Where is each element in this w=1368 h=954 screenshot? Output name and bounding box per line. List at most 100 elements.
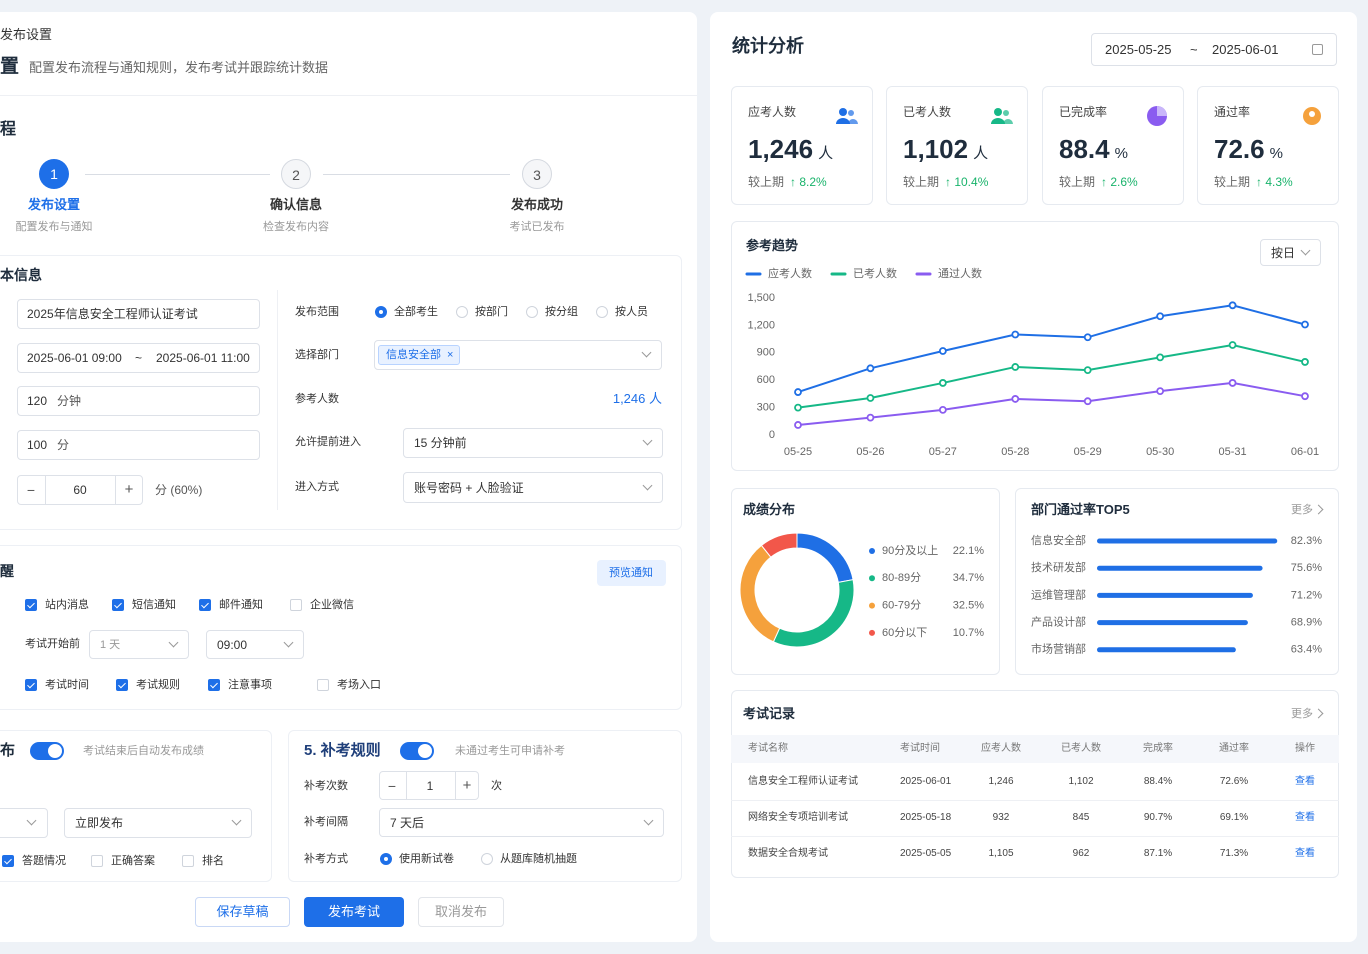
page-title: 置 [0, 56, 20, 77]
table-cell: 932 [992, 812, 1010, 823]
checkbox[interactable] [25, 679, 37, 691]
check-mark [114, 600, 122, 608]
more-link[interactable]: 更多 [1291, 708, 1313, 720]
stepper-plus[interactable]: + [462, 777, 472, 794]
radio[interactable] [456, 306, 468, 318]
table-cell: 845 [1072, 812, 1090, 823]
step-connector [323, 174, 510, 175]
table-action[interactable]: 查看 [1295, 848, 1315, 859]
input-unit: 分 [57, 438, 70, 452]
select-value: 1 天 [100, 638, 121, 651]
button-label[interactable]: 取消发布 [434, 904, 487, 919]
select[interactable] [0, 808, 48, 838]
checkbox-label: 排名 [202, 855, 224, 867]
preview-button[interactable] [597, 560, 666, 586]
date-end: 2025-06-01 [1212, 42, 1279, 57]
checkbox[interactable] [116, 679, 128, 691]
checkbox-label: 考试规则 [136, 679, 180, 691]
input[interactable] [379, 771, 479, 800]
table-cell: 网络安全专项培训考试 [748, 812, 848, 823]
checkbox[interactable] [199, 599, 211, 611]
checkbox-label: 邮件通知 [219, 599, 263, 611]
radio-label: 全部考生 [394, 306, 438, 318]
stepper-value: 60 [73, 483, 87, 497]
select-value: 立即发布 [75, 816, 124, 830]
step-connector [85, 174, 270, 175]
checkbox[interactable] [2, 855, 14, 867]
toggle[interactable] [400, 742, 434, 760]
table-cell: 87.1% [1143, 848, 1173, 859]
dept-tag [378, 345, 460, 365]
step-label: 发布成功 [510, 197, 563, 212]
input-value: 120 [27, 394, 48, 408]
table-header-cell: 考试名称 [748, 743, 788, 754]
checkbox-label: 短信通知 [132, 599, 176, 611]
more-link[interactable]: 更多 [1291, 504, 1313, 516]
table-action[interactable]: 查看 [1295, 812, 1315, 823]
radio[interactable] [526, 306, 538, 318]
input[interactable] [17, 430, 260, 460]
participant-count: 1,246 人 [612, 391, 662, 406]
table-header-cell: 已考人数 [1061, 743, 1101, 754]
kpi-compare: 较上期 [1059, 175, 1096, 189]
checkbox[interactable] [25, 599, 37, 611]
table-action[interactable]: 查看 [1295, 776, 1315, 787]
kpi-label: 通过率 [1214, 105, 1251, 119]
checkbox[interactable] [91, 855, 103, 867]
button-label[interactable]: 预览通知 [609, 567, 653, 579]
input[interactable] [17, 299, 260, 329]
field-label: 补考方式 [304, 853, 348, 865]
button[interactable] [418, 897, 504, 927]
kpi-unit: % [1114, 145, 1128, 162]
radio[interactable] [596, 306, 608, 318]
stepper-plus[interactable]: + [124, 481, 134, 498]
check-mark [27, 680, 35, 688]
select-value: 15 分钟前 [414, 436, 467, 450]
button[interactable] [195, 897, 290, 927]
tag-close[interactable]: × [447, 349, 454, 361]
button[interactable] [304, 897, 404, 927]
checkbox[interactable] [112, 599, 124, 611]
input[interactable] [17, 475, 143, 505]
stepper-minus[interactable]: − [26, 482, 36, 498]
radio-label: 按部门 [475, 306, 508, 318]
checkbox[interactable] [182, 855, 194, 867]
checkbox[interactable] [317, 679, 329, 691]
table-header-cell: 通过率 [1219, 743, 1249, 754]
section-title: 程 [0, 121, 17, 138]
select-value: 7 天后 [390, 815, 425, 830]
table-cell: 962 [1072, 848, 1090, 859]
toggle[interactable] [30, 742, 64, 760]
kpi-card [886, 86, 1028, 205]
input[interactable] [17, 343, 260, 373]
calendar-icon [1312, 44, 1323, 55]
stepper-divider [455, 771, 456, 800]
radio[interactable] [375, 306, 387, 318]
select[interactable] [403, 472, 663, 503]
button-label[interactable]: 发布考试 [327, 904, 380, 919]
row-divider [731, 836, 1339, 837]
stepper-minus[interactable]: − [387, 778, 397, 794]
radio-label: 按人员 [615, 306, 648, 318]
toggle-knob [418, 744, 432, 758]
input-value: 2025-06-01 09:00 [27, 351, 122, 365]
panel-title: 统计分析 [732, 36, 804, 56]
checkbox[interactable] [208, 679, 220, 691]
step-desc: 考试已发布 [509, 221, 565, 233]
select[interactable] [379, 808, 664, 837]
input-value: 100 [27, 438, 48, 452]
field-label: 进入方式 [295, 481, 339, 493]
select[interactable] [206, 630, 304, 659]
select[interactable] [1260, 239, 1321, 266]
select[interactable] [403, 428, 663, 458]
chart-title: 部门通过率TOP5 [1031, 502, 1130, 517]
select[interactable] [89, 630, 189, 659]
button-label[interactable]: 保存草稿 [216, 904, 269, 919]
table-header-cell: 完成率 [1143, 743, 1173, 754]
select[interactable] [64, 808, 252, 838]
date-range[interactable] [1091, 33, 1337, 66]
input[interactable] [17, 386, 260, 416]
radio[interactable] [481, 853, 493, 865]
radio[interactable] [380, 853, 392, 865]
checkbox[interactable] [290, 599, 302, 611]
